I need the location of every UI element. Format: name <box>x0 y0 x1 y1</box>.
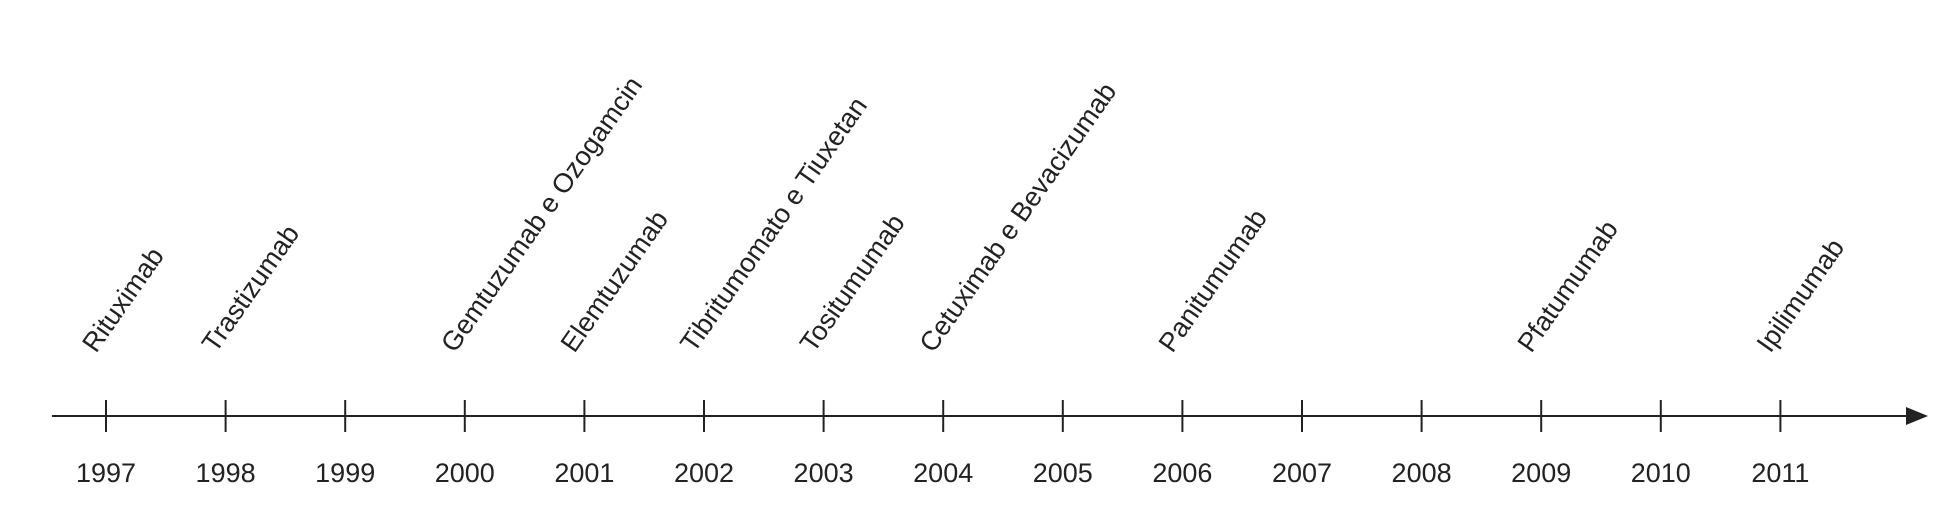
event-label: Ipilimumab <box>1751 233 1850 357</box>
event-label: Panitumumab <box>1153 204 1273 358</box>
year-label: 2007 <box>1272 458 1332 488</box>
year-label: 2003 <box>794 458 854 488</box>
year-label: 2008 <box>1392 458 1452 488</box>
year-label: 1999 <box>315 458 375 488</box>
axis-arrow <box>1906 407 1928 425</box>
event-label: Gemtuzumab e Ozogamcin <box>435 71 648 357</box>
event-label: Pfatumumab <box>1512 215 1624 358</box>
event-label: Elemtuzumab <box>555 205 674 357</box>
year-label: 2009 <box>1511 458 1571 488</box>
year-label: 2004 <box>913 458 973 488</box>
event-label: Trastizumab <box>196 219 305 357</box>
year-label: 2001 <box>554 458 614 488</box>
year-label: 2011 <box>1751 458 1809 488</box>
year-label: 1997 <box>76 458 136 488</box>
year-label: 2010 <box>1631 458 1691 488</box>
event-label: Rituximab <box>76 242 169 358</box>
year-label: 2006 <box>1152 458 1212 488</box>
year-label: 2005 <box>1033 458 1093 488</box>
year-label: 2000 <box>435 458 495 488</box>
year-label: 2002 <box>674 458 734 488</box>
event-label: Cetuximab e Bevacizumab <box>914 77 1123 357</box>
year-label: 1998 <box>196 458 256 488</box>
event-label: Tositumumab <box>794 209 911 358</box>
